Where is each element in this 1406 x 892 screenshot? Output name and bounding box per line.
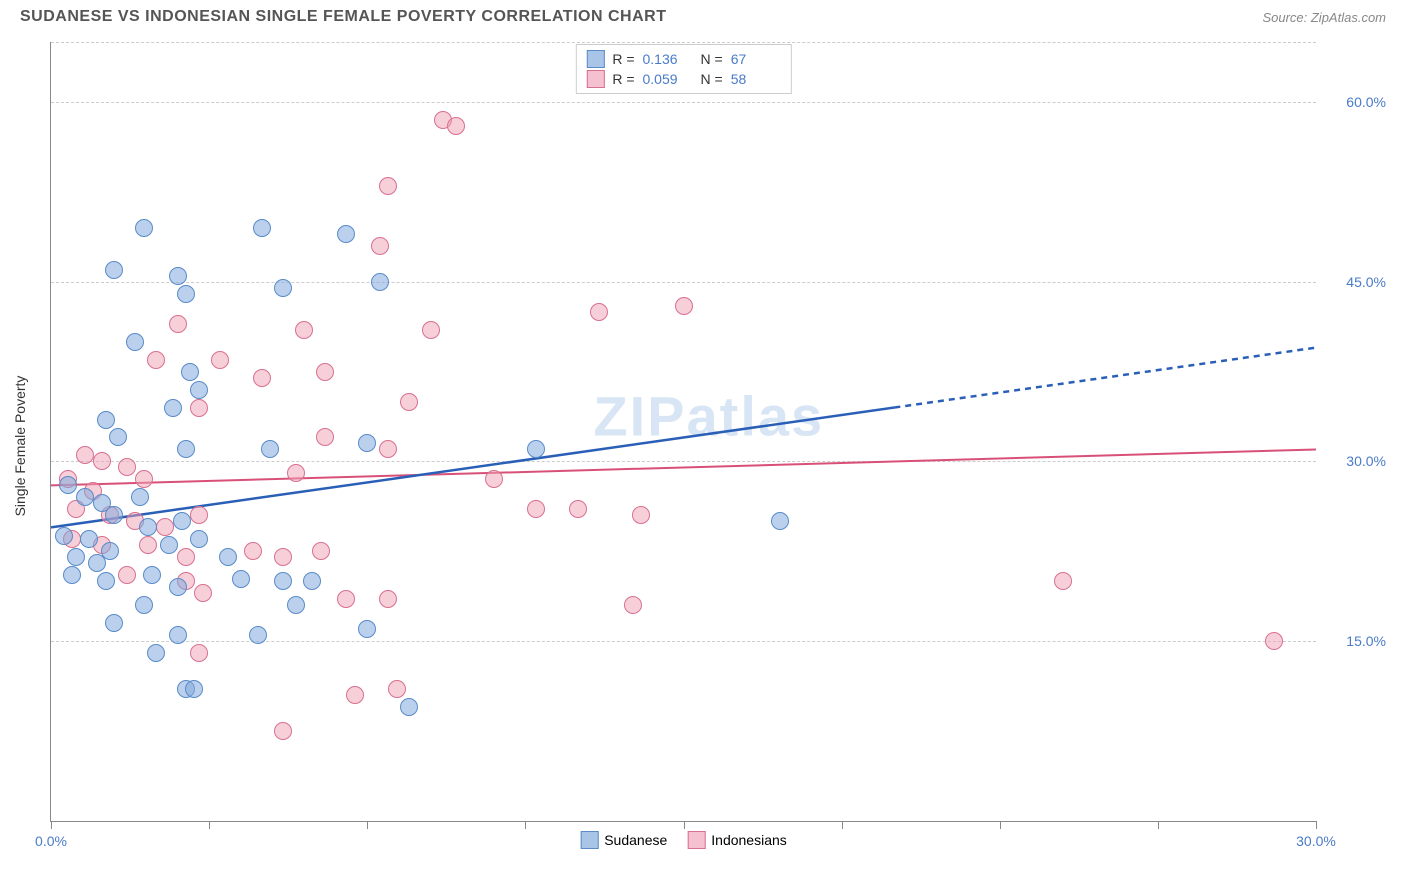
scatter-point-series2 [1265, 632, 1283, 650]
scatter-point-series2 [590, 303, 608, 321]
scatter-point-series1 [169, 626, 187, 644]
r-label-1: R = [612, 51, 634, 67]
scatter-point-series2 [169, 315, 187, 333]
scatter-point-series2 [388, 680, 406, 698]
n-value-2: 58 [731, 71, 781, 87]
legend-swatch-series2 [687, 831, 705, 849]
bottom-legend: Sudanese Indonesians [580, 831, 787, 849]
scatter-plot-svg [51, 42, 1316, 821]
scatter-point-series1 [287, 596, 305, 614]
y-tick-label: 60.0% [1346, 94, 1386, 110]
scatter-point-series2 [346, 686, 364, 704]
source-attribution: Source: ZipAtlas.com [1262, 10, 1386, 25]
scatter-point-series1 [97, 572, 115, 590]
scatter-point-series1 [164, 399, 182, 417]
plot-area: ZIPatlas 15.0%30.0%45.0%60.0% 0.0% 30.0%… [50, 42, 1316, 822]
scatter-point-series1 [177, 285, 195, 303]
scatter-point-series1 [337, 225, 355, 243]
x-axis-max-label: 30.0% [1296, 833, 1336, 849]
legend-label-series1: Sudanese [604, 832, 667, 848]
legend-swatch-series1 [580, 831, 598, 849]
y-tick-label: 45.0% [1346, 274, 1386, 290]
legend-label-series2: Indonesians [711, 832, 787, 848]
scatter-point-series1 [253, 219, 271, 237]
scatter-point-series2 [447, 117, 465, 135]
scatter-point-series2 [211, 351, 229, 369]
scatter-point-series1 [105, 261, 123, 279]
scatter-point-series2 [287, 464, 305, 482]
scatter-point-series1 [135, 219, 153, 237]
r-value-1: 0.136 [643, 51, 693, 67]
scatter-point-series1 [371, 273, 389, 291]
scatter-point-series1 [55, 527, 73, 545]
y-tick-label: 15.0% [1346, 633, 1386, 649]
scatter-point-series2 [371, 237, 389, 255]
scatter-point-series1 [97, 411, 115, 429]
legend-item-series2: Indonesians [687, 831, 787, 849]
correlation-stats-box: R = 0.136 N = 67 R = 0.059 N = 58 [575, 44, 791, 94]
scatter-point-series2 [93, 452, 111, 470]
scatter-point-series1 [181, 363, 199, 381]
r-value-2: 0.059 [643, 71, 693, 87]
scatter-point-series2 [316, 363, 334, 381]
scatter-point-series1 [169, 578, 187, 596]
stats-row-series2: R = 0.059 N = 58 [586, 69, 780, 89]
x-axis-min-label: 0.0% [35, 833, 67, 849]
swatch-series1 [586, 50, 604, 68]
scatter-point-series2 [190, 399, 208, 417]
scatter-point-series2 [190, 644, 208, 662]
scatter-point-series2 [194, 584, 212, 602]
scatter-point-series2 [675, 297, 693, 315]
scatter-point-series1 [169, 267, 187, 285]
scatter-point-series1 [190, 530, 208, 548]
scatter-point-series2 [147, 351, 165, 369]
n-value-1: 67 [731, 51, 781, 67]
scatter-point-series2 [422, 321, 440, 339]
y-tick-label: 30.0% [1346, 453, 1386, 469]
r-label-2: R = [612, 71, 634, 87]
scatter-point-series1 [131, 488, 149, 506]
scatter-point-series2 [190, 506, 208, 524]
scatter-point-series2 [400, 393, 418, 411]
y-axis-title: Single Female Poverty [12, 376, 28, 517]
scatter-point-series1 [173, 512, 191, 530]
n-label-1: N = [701, 51, 723, 67]
scatter-point-series2 [253, 369, 271, 387]
chart-title: SUDANESE VS INDONESIAN SINGLE FEMALE POV… [20, 8, 666, 26]
scatter-point-series1 [190, 381, 208, 399]
swatch-series2 [586, 70, 604, 88]
scatter-point-series1 [249, 626, 267, 644]
scatter-point-series1 [232, 570, 250, 588]
n-label-2: N = [701, 71, 723, 87]
scatter-point-series2 [295, 321, 313, 339]
stats-row-series1: R = 0.136 N = 67 [586, 49, 780, 69]
scatter-point-series1 [274, 279, 292, 297]
legend-item-series1: Sudanese [580, 831, 667, 849]
scatter-point-series2 [274, 722, 292, 740]
scatter-point-series1 [126, 333, 144, 351]
chart-header: SUDANESE VS INDONESIAN SINGLE FEMALE POV… [0, 0, 1406, 30]
scatter-point-series1 [135, 596, 153, 614]
